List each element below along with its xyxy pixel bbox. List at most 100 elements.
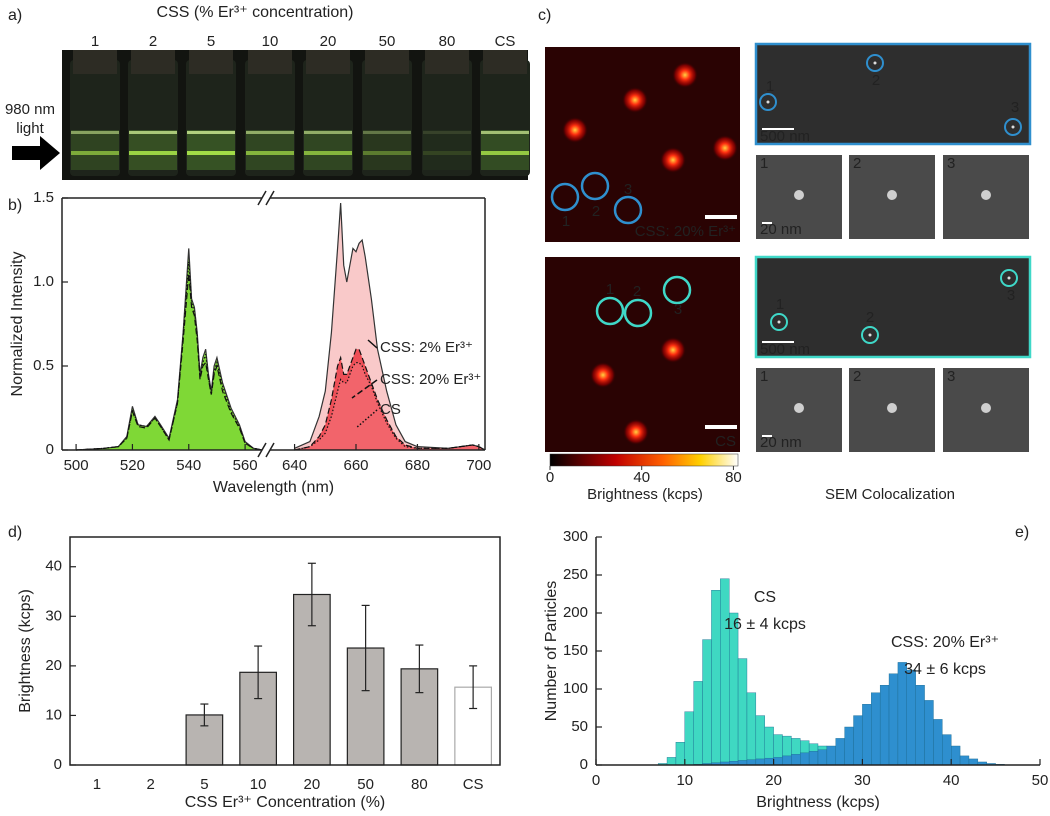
vial-liquid (187, 130, 235, 170)
histogram-bar (782, 755, 792, 766)
panel-letter: c) (538, 7, 551, 24)
x-tick-label: 5 (200, 776, 208, 793)
marker-label: 3 (1011, 99, 1019, 116)
zoom-label: 1 (760, 368, 768, 385)
x-tick-label: 10 (250, 776, 267, 793)
histogram-bar (711, 590, 721, 766)
panel-letter: d) (8, 524, 22, 541)
sem-image (754, 42, 1032, 146)
x-tick-label: 540 (176, 457, 201, 474)
meniscus (129, 131, 177, 134)
histogram-bar (906, 669, 916, 766)
marker-label: 1 (766, 78, 774, 95)
arrow-head (40, 136, 60, 170)
colorbar-label: Brightness (kcps) (587, 486, 703, 503)
histogram-bar (862, 704, 872, 766)
area-fill (76, 261, 486, 450)
vial-cap (248, 50, 292, 74)
x-tick-label: 500 (64, 457, 89, 474)
histogram-bar (951, 745, 961, 766)
zoom-label: 1 (760, 155, 768, 172)
histogram-bar (826, 745, 836, 766)
y-axis-label: Normalized Intensity (9, 252, 26, 397)
histogram-bar (764, 757, 774, 766)
y-tick-label: 100 (563, 680, 588, 697)
zoom-label: 3 (947, 368, 955, 385)
emitter (590, 362, 616, 388)
histogram-bar (729, 612, 739, 766)
glow-line (481, 151, 529, 155)
fluorescence-image (545, 257, 740, 452)
x-tick-label: 660 (343, 457, 368, 474)
histogram-bar (773, 757, 783, 766)
x-tick-label: 2 (146, 776, 154, 793)
area-fill (76, 203, 486, 450)
colorbar-tick-label: 40 (633, 469, 650, 486)
marker-label: 2 (633, 283, 641, 300)
vial-label: 5 (207, 33, 215, 50)
marker-circle (1000, 269, 1018, 287)
x-tick-label: 10 (676, 772, 693, 789)
vial-cap (425, 50, 469, 74)
scale-bar (762, 435, 772, 437)
zoom-label: 2 (853, 368, 861, 385)
marker-label: 2 (872, 72, 880, 89)
histogram-bar (746, 692, 757, 766)
vial (422, 60, 472, 176)
scale-label: 20 nm (760, 434, 802, 451)
colorbar (549, 453, 739, 467)
series-annotation: 34 ± 6 kcps (904, 661, 986, 678)
y-tick-label: 0 (580, 756, 588, 773)
x-tick-label: 30 (854, 772, 871, 789)
histogram-bar (693, 681, 703, 766)
series-label: CSS: 20% Er³⁺ (380, 371, 481, 388)
excitation-label: light (16, 120, 44, 137)
colorbar-tick-label: 80 (725, 469, 742, 486)
meniscus (246, 131, 294, 134)
particle (794, 190, 804, 200)
x-tick-label: 520 (120, 457, 145, 474)
panel-letter: a) (8, 7, 22, 24)
y-tick-label: 20 (45, 657, 62, 674)
x-tick-label: 640 (282, 457, 307, 474)
scale-bar (705, 425, 737, 429)
y-tick-label: 30 (45, 607, 62, 624)
leader-line (367, 339, 378, 349)
meniscus (363, 131, 411, 134)
emitter (660, 337, 686, 363)
histogram-bar (959, 755, 970, 766)
particle (887, 403, 897, 413)
vial-cap (189, 50, 233, 74)
histogram-bar (737, 658, 748, 766)
x-tick-label: 50 (357, 776, 374, 793)
panel-letter: b) (8, 197, 22, 214)
axis-break (257, 190, 267, 206)
caption: SEM Colocalization (825, 486, 955, 503)
x-tick-label: 0 (592, 772, 600, 789)
meniscus (304, 131, 352, 134)
marker-circle (623, 298, 653, 328)
scale-label: 500 nm (760, 128, 810, 145)
histogram-bar (666, 757, 677, 766)
marker-label: 1 (606, 281, 614, 298)
particle (981, 403, 991, 413)
y-tick-label: 200 (563, 604, 588, 621)
vial-cap (73, 50, 117, 74)
colorbar-tick-label: 0 (546, 469, 554, 486)
y-tick-label: 1.0 (33, 273, 54, 290)
y-tick-label: 0 (46, 441, 54, 458)
spectrum-line (76, 202, 486, 451)
marker-label: 2 (866, 309, 874, 326)
marker-circle (861, 326, 879, 344)
y-tick-label: 0 (54, 756, 62, 773)
y-tick-label: 250 (563, 566, 588, 583)
x-axis-label: Brightness (kcps) (756, 794, 880, 811)
marker-label: 2 (592, 203, 600, 220)
histogram-bar (684, 711, 694, 766)
x-tick-label: 40 (943, 772, 960, 789)
series-annotation: 16 ± 4 kcps (724, 616, 806, 633)
vial-label: 2 (149, 33, 157, 50)
histogram-bar (844, 726, 854, 766)
marker-circle (1004, 118, 1022, 136)
histogram-bar (755, 715, 765, 766)
